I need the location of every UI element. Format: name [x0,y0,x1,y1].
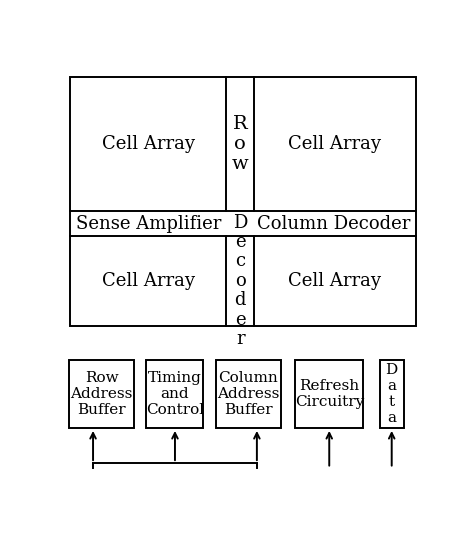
Text: Sense Amplifier: Sense Amplifier [76,215,221,232]
Text: Cell Array: Cell Array [288,272,381,290]
FancyBboxPatch shape [146,360,203,428]
Text: R
o
w: R o w [232,115,248,173]
Text: D
e
c
o
d
e
r: D e c o d e r [233,214,247,348]
Text: D
a
t
a: D a t a [385,363,398,425]
Text: Refresh
Circuitry: Refresh Circuitry [295,379,364,409]
Text: Column
Address
Buffer: Column Address Buffer [217,371,280,417]
FancyBboxPatch shape [216,360,281,428]
Text: Cell Array: Cell Array [102,135,195,153]
Text: Timing
and
Control: Timing and Control [146,371,204,417]
FancyBboxPatch shape [295,360,363,428]
Text: Column Decoder: Column Decoder [257,215,410,232]
Text: Cell Array: Cell Array [102,272,195,290]
FancyBboxPatch shape [70,77,416,325]
FancyBboxPatch shape [380,360,404,428]
FancyBboxPatch shape [69,360,134,428]
Text: Row
Address
Buffer: Row Address Buffer [70,371,133,417]
Text: Cell Array: Cell Array [288,135,381,153]
